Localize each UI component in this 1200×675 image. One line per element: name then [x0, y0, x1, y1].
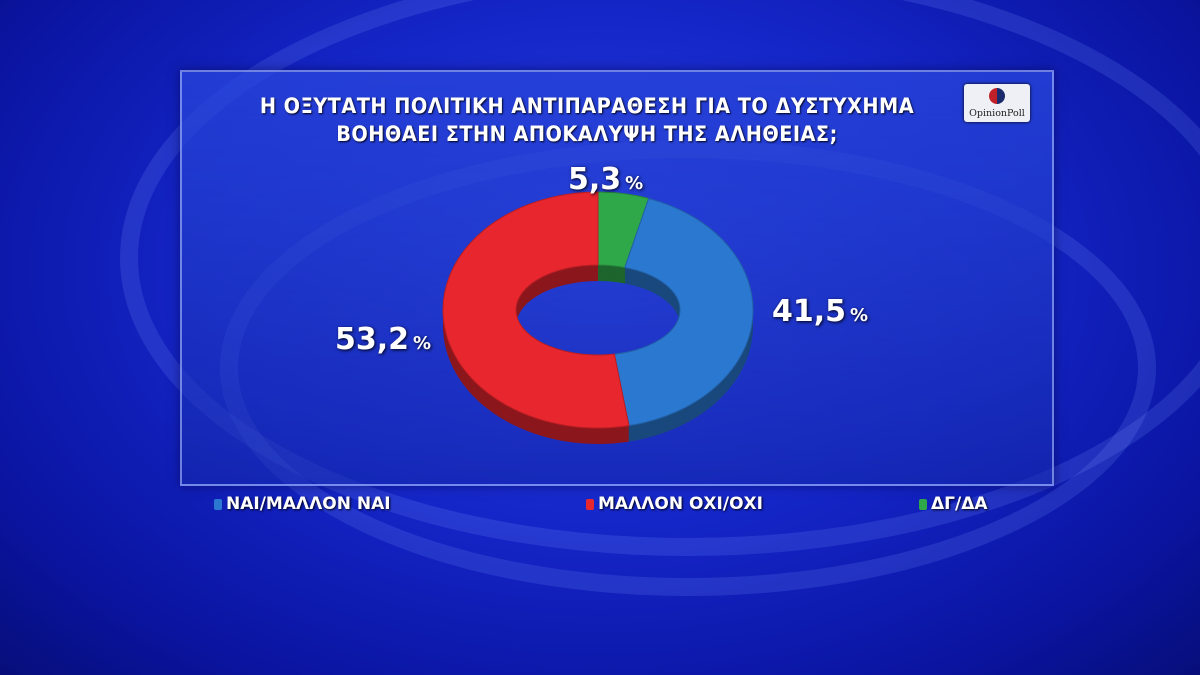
legend-item-dg: ΔΓ/ΔΑ — [919, 494, 988, 514]
logo-text: OpinionPoll — [969, 108, 1025, 119]
logo-mark — [989, 88, 1005, 104]
slice-1 — [613, 197, 754, 427]
title-line-1: Η ΟΞΥΤΑΤΗ ΠΟΛΙΤΙΚΗ ΑΝΤΙΠΑΡΑΘΕΣΗ ΓΙΑ ΤΟ Δ… — [259, 94, 915, 118]
opinionpoll-logo: OpinionPoll — [964, 84, 1030, 122]
data-label-yes: 41,5% — [772, 294, 869, 329]
chart-title: Η ΟΞΥΤΑΤΗ ΠΟΛΙΤΙΚΗ ΑΝΤΙΠΑΡΑΘΕΣΗ ΓΙΑ ΤΟ Δ… — [214, 92, 959, 148]
legend-item-yes: ΝΑΙ/ΜΑΛΛΟΝ ΝΑΙ — [214, 494, 391, 514]
legend-swatch — [919, 498, 927, 510]
title-line-2: ΒΟΗΘΑΕΙ ΣΤΗΝ ΑΠΟΚΑΛΥΨΗ ΤΗΣ ΑΛΗΘΕΙΑΣ; — [336, 122, 838, 146]
legend-swatch — [214, 498, 222, 510]
data-label-no: 53,2% — [335, 322, 432, 357]
slice-2 — [442, 191, 630, 429]
legend-item-no: ΜΑΛΛΟΝ ΟΧΙ/ΟΧΙ — [586, 494, 763, 514]
data-label-dg: 5,3% — [568, 162, 644, 197]
legend-swatch — [586, 498, 594, 510]
